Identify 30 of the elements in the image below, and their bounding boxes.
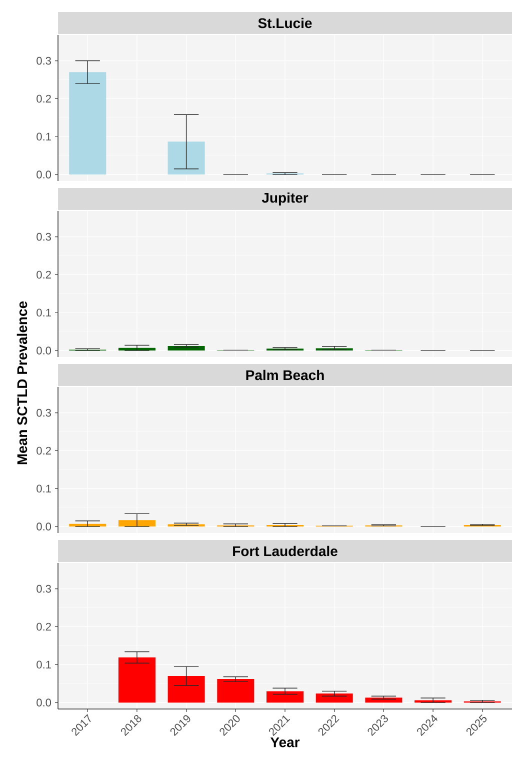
bar xyxy=(365,698,402,703)
bar xyxy=(168,142,205,175)
bar xyxy=(118,657,156,703)
y-tick-label: 0.0 xyxy=(36,522,52,530)
chart-title: Jupiter xyxy=(262,192,308,206)
y-tick-label: 0.3 xyxy=(36,232,51,241)
bar xyxy=(266,691,304,703)
x-axis-title: Year xyxy=(270,737,300,748)
y-tick-label: 0.1 xyxy=(36,132,51,141)
chart-title: St.Lucie xyxy=(258,18,312,28)
bar xyxy=(217,679,254,703)
y-tick-label: 0.2 xyxy=(36,446,51,455)
y-tick-label: 0.1 xyxy=(36,308,51,317)
y-tick-label: 0.0 xyxy=(36,170,52,178)
bar xyxy=(168,676,205,703)
y-tick-label: 0.2 xyxy=(36,94,51,103)
y-tick-label: 0.1 xyxy=(36,660,51,669)
y-tick-label: 0.2 xyxy=(36,270,51,279)
y-tick-label: 0.0 xyxy=(36,346,52,354)
y-tick-label: 0.1 xyxy=(36,484,51,493)
y-tick-label: 0.3 xyxy=(36,56,51,65)
bar xyxy=(69,72,106,175)
y-tick-label: 0.3 xyxy=(36,584,51,593)
y-tick-label: 0.3 xyxy=(36,408,51,417)
y-axis-title: Mean SCTLD Prevalence xyxy=(16,301,28,464)
chart-title: Palm Beach xyxy=(246,370,324,380)
y-tick-label: 0.0 xyxy=(36,698,52,706)
chart-title: Fort Lauderdale xyxy=(233,546,338,556)
y-tick-label: 0.2 xyxy=(36,622,51,631)
bar xyxy=(316,693,353,703)
